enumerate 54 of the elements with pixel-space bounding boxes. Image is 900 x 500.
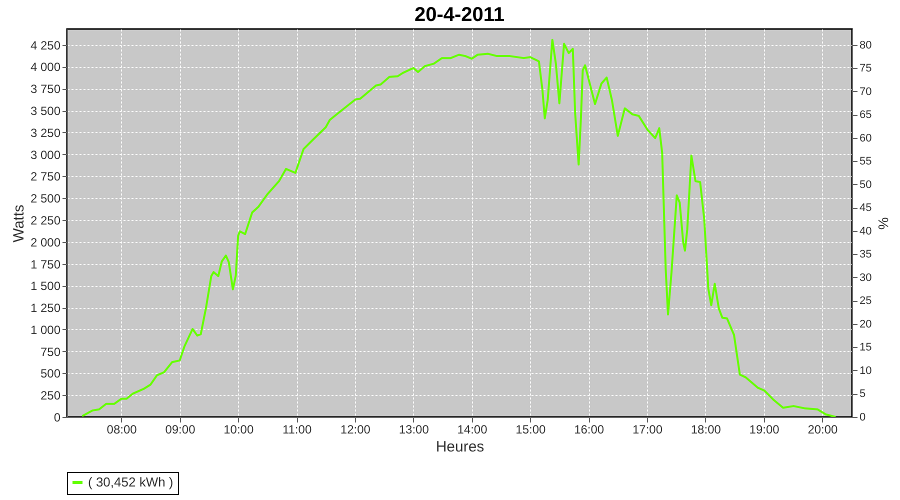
x-tick-label: 20:00 — [808, 422, 838, 436]
y2-tick-label: 55 — [860, 156, 872, 168]
x-tick-label: 12:00 — [340, 422, 371, 436]
y-tick-label: 1 250 — [30, 301, 61, 316]
y-tick-label: 3 250 — [30, 126, 61, 140]
y2-tick-label: 75 — [860, 62, 872, 75]
y-axis-title: Watts — [10, 204, 28, 242]
x-tick-label: 17:00 — [632, 422, 663, 436]
y2-tick-label: 25 — [860, 295, 872, 308]
x-tick-label: 18:00 — [690, 422, 722, 436]
chart-title: 20-4-2011 — [414, 4, 505, 26]
x-axis-title: Heures — [436, 438, 484, 456]
x-tick-label: 13:00 — [398, 422, 430, 436]
y2-tick-label: 60 — [860, 132, 872, 144]
y-tick-label: 4 000 — [30, 60, 61, 74]
y2-axis-title: % — [876, 217, 892, 230]
x-tick-label: 08:00 — [106, 422, 138, 436]
legend-label: ( 30,452 kWh ) — [88, 474, 174, 490]
y-tick-label: 2 250 — [30, 213, 61, 228]
y2-tick-label: 0 — [860, 412, 866, 424]
y-tick-label: 500 — [40, 366, 61, 381]
y-tick-label: 4 250 — [30, 38, 61, 52]
y-tick-label: 1 000 — [30, 322, 61, 337]
y-tick-label: 1 500 — [30, 279, 61, 294]
y2-tick-label: 10 — [860, 364, 872, 377]
y-tick-label: 2 750 — [30, 170, 61, 184]
x-tick-label: 16:00 — [574, 422, 604, 436]
y-tick-label: 3 750 — [30, 82, 61, 96]
y2-tick-label: 5 — [860, 388, 866, 400]
x-tick-label: 14:00 — [457, 422, 488, 436]
y-tick-label: 3 000 — [30, 148, 61, 162]
y-tick-label: 750 — [40, 344, 61, 359]
y2-tick-label: 35 — [860, 248, 872, 261]
x-tick-label: 11:00 — [282, 422, 312, 436]
y2-tick-label: 30 — [860, 272, 872, 284]
y2-tick-label: 45 — [860, 202, 872, 214]
y2-tick-label: 50 — [860, 178, 872, 191]
y2-tick-label: 20 — [860, 318, 872, 330]
x-tick-label: 10:00 — [224, 422, 254, 436]
y2-tick-label: 15 — [860, 342, 872, 354]
y2-tick-label: 80 — [860, 39, 872, 52]
y-tick-label: 3 500 — [30, 104, 61, 118]
x-tick-label: 19:00 — [749, 422, 780, 436]
y-tick-label: 2 500 — [30, 192, 61, 206]
y2-tick-label: 40 — [860, 225, 872, 238]
y2-tick-label: 65 — [860, 109, 872, 122]
x-tick-label: 15:00 — [516, 422, 546, 436]
y-tick-label: 1 750 — [30, 257, 61, 272]
x-tick-label: 09:00 — [165, 422, 196, 436]
line-series — [81, 38, 837, 417]
y-tick-label: 0 — [54, 410, 61, 424]
y-tick-label: 2 000 — [30, 235, 61, 250]
y2-tick-label: 70 — [860, 86, 872, 98]
y-tick-label: 250 — [40, 388, 61, 403]
